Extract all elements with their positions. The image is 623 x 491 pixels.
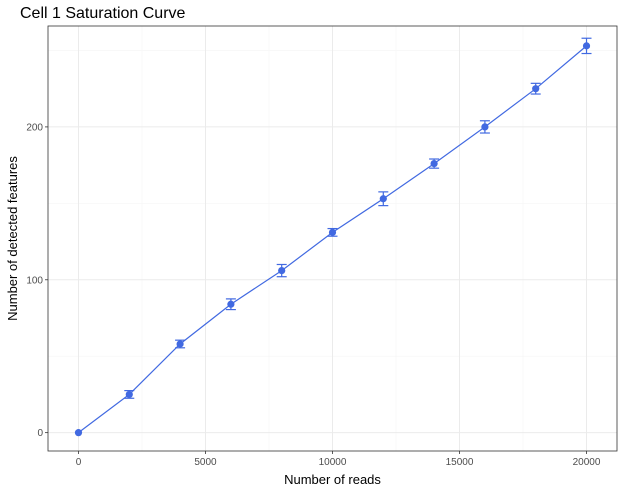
axis-layer: 0 5000 10000 15000 20000 0 100 200 <box>26 122 601 468</box>
y-axis-title: Number of detected features <box>5 156 20 321</box>
y-tick-label: 200 <box>26 122 43 133</box>
data-point <box>430 159 438 168</box>
data-point <box>328 228 337 236</box>
grid-layer <box>48 26 617 451</box>
x-tick-label: 20000 <box>573 457 601 468</box>
x-axis-title: Number of reads <box>284 472 381 487</box>
data-point <box>481 123 489 131</box>
data-point <box>278 267 286 275</box>
y-tick-label: 100 <box>26 275 43 286</box>
data-point <box>582 42 591 50</box>
data-point <box>176 340 184 348</box>
data-point <box>125 390 133 399</box>
x-tick-label: 10000 <box>319 457 347 468</box>
data-point <box>227 300 235 308</box>
x-tick-label: 5000 <box>194 457 217 468</box>
x-tick-label: 0 <box>76 457 82 468</box>
series-layer <box>74 37 592 437</box>
x-tick-label: 15000 <box>446 457 474 468</box>
data-point <box>74 429 83 437</box>
y-tick-label: 0 <box>37 428 43 439</box>
chart-title: Cell 1 Saturation Curve <box>20 5 186 22</box>
data-point <box>532 85 540 93</box>
data-point <box>379 195 387 203</box>
